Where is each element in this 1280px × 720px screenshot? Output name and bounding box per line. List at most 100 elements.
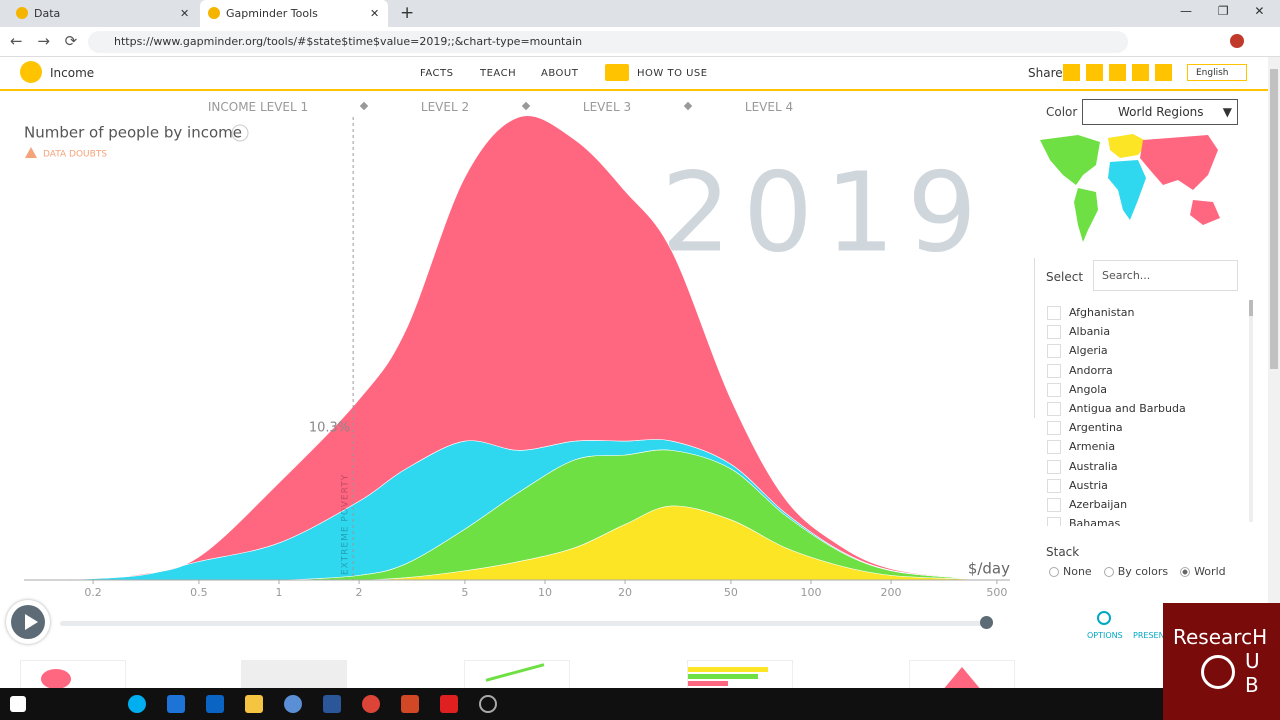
logo[interactable] bbox=[20, 61, 42, 83]
country-item[interactable]: Australia bbox=[1047, 457, 1118, 476]
taskbar-app[interactable] bbox=[479, 695, 497, 713]
checkbox[interactable] bbox=[1047, 344, 1061, 359]
taskbar-app[interactable] bbox=[128, 695, 146, 713]
country-name: Bahamas bbox=[1069, 517, 1121, 526]
checkbox[interactable] bbox=[1047, 421, 1061, 436]
country-item[interactable]: Angola bbox=[1047, 380, 1107, 399]
x-tick-label: 20 bbox=[618, 586, 632, 599]
page-scrollbar[interactable] bbox=[1268, 57, 1280, 688]
country-name: Afghanistan bbox=[1069, 306, 1135, 319]
share-icon[interactable] bbox=[1109, 64, 1126, 81]
checkbox[interactable] bbox=[1047, 459, 1061, 474]
nav-link[interactable]: ABOUT bbox=[541, 68, 579, 79]
color-label: Color bbox=[1046, 105, 1078, 119]
mountain-layer bbox=[59, 115, 997, 581]
radio[interactable] bbox=[1103, 566, 1114, 577]
color-select[interactable]: World Regions ▼ bbox=[1082, 99, 1238, 125]
list-scroll[interactable] bbox=[1249, 300, 1253, 522]
country-item[interactable]: Austria bbox=[1047, 476, 1108, 495]
new-tab[interactable]: + bbox=[400, 3, 415, 23]
stack-option-label: By colors bbox=[1117, 565, 1169, 578]
share-icon[interactable] bbox=[1063, 64, 1080, 81]
level-label: INCOME LEVEL 1 bbox=[207, 100, 309, 114]
taskbar-app[interactable] bbox=[440, 695, 458, 713]
nav-link[interactable]: HOW TO USE bbox=[637, 68, 708, 79]
stack-option[interactable]: None bbox=[1049, 565, 1092, 578]
country-item[interactable]: Armenia bbox=[1047, 437, 1115, 456]
stack-option[interactable]: World bbox=[1180, 565, 1226, 578]
chart: Number of people by income DATA DOUBTS 2… bbox=[24, 115, 1010, 599]
country-item[interactable]: Algeria bbox=[1047, 341, 1108, 360]
country-item[interactable]: Afghanistan bbox=[1047, 303, 1134, 322]
country-item[interactable]: Antigua and Barbuda bbox=[1047, 399, 1186, 418]
window-controls[interactable]: — ❐ ✕ bbox=[1180, 4, 1265, 18]
radio[interactable] bbox=[1049, 566, 1059, 577]
nav-link[interactable]: FACTS bbox=[420, 68, 454, 79]
start-button[interactable] bbox=[10, 696, 26, 712]
country-item[interactable]: Andorra bbox=[1047, 361, 1113, 380]
thumbnail[interactable] bbox=[20, 660, 126, 690]
nav-link[interactable]: TEACH bbox=[480, 68, 517, 79]
play-button[interactable] bbox=[6, 600, 50, 644]
x-tick-label: 500 bbox=[986, 586, 1007, 599]
stack-label: Stack bbox=[1046, 545, 1080, 559]
region-map[interactable] bbox=[1038, 130, 1228, 245]
data-doubts[interactable]: DATA DOUBTS bbox=[43, 150, 107, 160]
present-label[interactable]: PRESENT bbox=[1133, 631, 1170, 640]
checkbox[interactable] bbox=[1047, 363, 1061, 378]
profile[interactable] bbox=[1230, 34, 1244, 48]
stack-option-label: World bbox=[1194, 565, 1226, 578]
tab-close[interactable]: ✕ bbox=[370, 7, 380, 20]
taskbar-app[interactable] bbox=[245, 695, 263, 713]
url-field[interactable]: https://www.gapminder.org/tools/#$state$… bbox=[88, 31, 1128, 53]
x-tick-label: 10 bbox=[538, 586, 552, 599]
language-select[interactable]: English bbox=[1187, 64, 1247, 81]
thumbnail[interactable] bbox=[687, 660, 793, 690]
country-item[interactable]: Albania bbox=[1047, 322, 1110, 341]
thumbnail[interactable] bbox=[241, 660, 347, 690]
country-item[interactable]: Bahamas bbox=[1047, 514, 1120, 526]
time-slider[interactable] bbox=[60, 621, 990, 626]
options-icon[interactable] bbox=[1097, 611, 1111, 625]
tab-active[interactable]: Gapminder Tools ✕ bbox=[200, 0, 388, 27]
search-input[interactable]: Search... bbox=[1093, 260, 1238, 291]
checkbox[interactable] bbox=[1047, 478, 1061, 493]
checkbox[interactable] bbox=[1047, 306, 1061, 320]
radio[interactable] bbox=[1180, 566, 1191, 577]
checkbox[interactable] bbox=[1047, 498, 1061, 512]
watermark-icon bbox=[1201, 655, 1235, 689]
taskbar-app[interactable] bbox=[206, 695, 224, 713]
time-handle[interactable] bbox=[980, 616, 993, 629]
select-label: Select bbox=[1046, 270, 1084, 284]
taskbar-app[interactable] bbox=[284, 695, 302, 713]
checkbox[interactable] bbox=[1047, 440, 1061, 455]
country-name: Armenia bbox=[1069, 440, 1116, 454]
checkbox[interactable] bbox=[1047, 402, 1061, 416]
x-tick-label: 5 bbox=[461, 586, 468, 599]
checkbox[interactable] bbox=[1047, 382, 1061, 397]
help-icon[interactable] bbox=[231, 124, 249, 142]
share-icon[interactable] bbox=[1155, 64, 1172, 81]
checkbox[interactable] bbox=[1047, 517, 1061, 526]
taskbar-app[interactable] bbox=[167, 695, 185, 713]
taskbar-app[interactable] bbox=[401, 695, 419, 713]
share-icon[interactable] bbox=[1086, 64, 1103, 81]
poverty-share: 10.3% bbox=[309, 421, 350, 436]
nav-buttons[interactable]: ← → ⟳ bbox=[10, 32, 78, 50]
tab[interactable]: Data ✕ bbox=[8, 0, 198, 27]
taskbar-app[interactable] bbox=[323, 695, 341, 713]
thumbnail[interactable] bbox=[909, 660, 1015, 690]
country-name: Angola bbox=[1069, 382, 1108, 396]
video-icon[interactable] bbox=[605, 64, 629, 81]
share-icon[interactable] bbox=[1132, 64, 1149, 81]
options-label[interactable]: OPTIONS bbox=[1087, 631, 1123, 640]
country-item[interactable]: Azerbaijan bbox=[1047, 495, 1127, 514]
x-tick-label: 2 bbox=[356, 586, 363, 599]
x-tick-label: 0.2 bbox=[84, 586, 102, 599]
tab-close[interactable]: ✕ bbox=[180, 7, 190, 20]
taskbar-app[interactable] bbox=[362, 695, 380, 713]
country-item[interactable]: Argentina bbox=[1047, 418, 1123, 437]
stack-option[interactable]: By colors bbox=[1103, 565, 1169, 578]
thumbnail[interactable] bbox=[464, 660, 570, 690]
checkbox[interactable] bbox=[1047, 325, 1061, 340]
